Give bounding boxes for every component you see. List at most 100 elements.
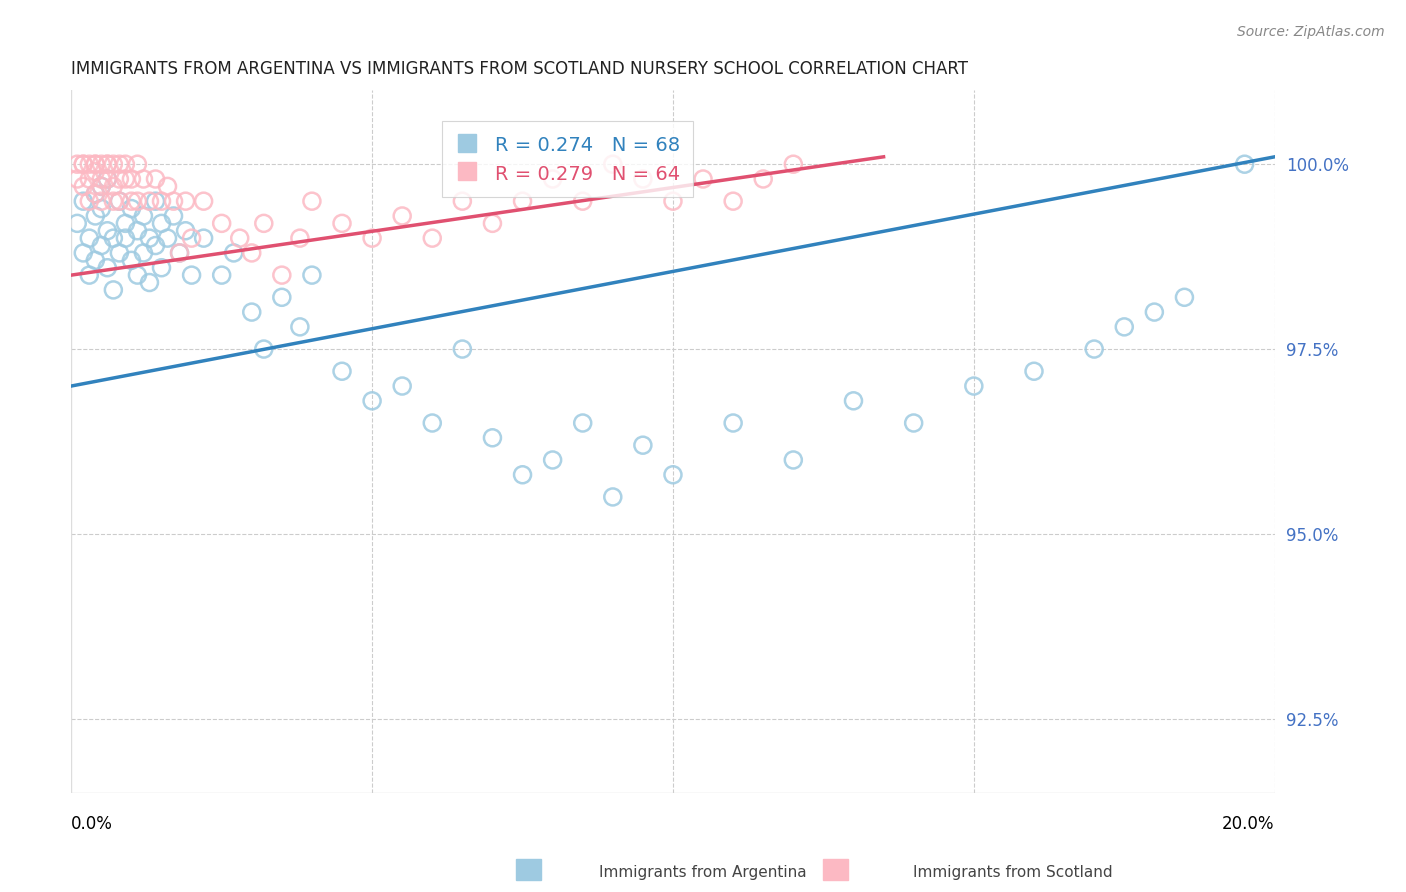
Point (150, 216, 173, 230)
Text: 0.0%: 0.0% (72, 815, 112, 833)
Point (127, 268, 149, 282)
Point (79, 194, 101, 209)
Text: IMMIGRANTS FROM ARGENTINA VS IMMIGRANTS FROM SCOTLAND NURSERY SCHOOL CORRELATION: IMMIGRANTS FROM ARGENTINA VS IMMIGRANTS … (72, 60, 969, 78)
Point (301, 194, 323, 209)
Point (132, 172, 155, 186)
Point (84, 209, 107, 223)
Point (84, 186, 107, 201)
Point (288, 319, 311, 334)
Point (138, 194, 160, 209)
Point (330, 364, 353, 378)
Point (120, 194, 142, 209)
Point (114, 231, 136, 245)
Text: Source: ZipAtlas.com: Source: ZipAtlas.com (1237, 25, 1385, 39)
Point (103, 179, 125, 194)
Point (132, 209, 155, 223)
Point (103, 231, 125, 245)
Point (84, 157, 107, 171)
Point (631, 438, 654, 452)
Point (72, 179, 94, 194)
Bar (823, 859, 848, 880)
Point (96, 157, 118, 171)
Point (1022, 364, 1045, 378)
Point (842, 393, 865, 408)
Point (108, 246, 131, 260)
Point (84, 157, 107, 171)
Point (229, 231, 252, 245)
Point (541, 453, 564, 467)
Point (222, 246, 245, 260)
Point (150, 194, 173, 209)
Point (90, 238, 112, 252)
Point (270, 268, 292, 282)
Point (96, 157, 118, 171)
Point (1173, 290, 1195, 304)
Point (602, 490, 624, 504)
Point (108, 157, 131, 171)
Point (127, 194, 149, 209)
Point (108, 194, 131, 209)
Point (108, 172, 131, 186)
Point (451, 194, 474, 209)
Text: 20.0%: 20.0% (1222, 815, 1275, 833)
Point (270, 290, 292, 304)
Point (662, 467, 685, 482)
Point (72, 157, 94, 171)
Point (1114, 319, 1136, 334)
Point (138, 231, 160, 245)
Point (90, 202, 112, 216)
Point (692, 172, 714, 186)
Point (571, 194, 593, 209)
Point (79, 172, 101, 186)
Point (169, 246, 191, 260)
Point (103, 157, 125, 171)
Point (90, 172, 112, 186)
Point (512, 467, 534, 482)
Point (782, 157, 804, 171)
Point (721, 194, 744, 209)
Point (79, 157, 101, 171)
Point (90, 179, 112, 194)
Point (481, 216, 503, 230)
Point (156, 231, 179, 245)
Point (72, 194, 94, 209)
Point (180, 268, 202, 282)
Point (66, 216, 89, 230)
Point (288, 231, 311, 245)
Point (571, 416, 593, 430)
Point (1143, 305, 1166, 319)
Legend: R = 0.274   N = 68, R = 0.279   N = 64: R = 0.274 N = 68, R = 0.279 N = 64 (441, 121, 693, 197)
Point (174, 194, 197, 209)
Point (481, 431, 503, 445)
Point (662, 194, 685, 209)
Point (301, 268, 323, 282)
Point (150, 260, 173, 275)
Point (420, 231, 443, 245)
Point (180, 231, 202, 245)
Point (96, 172, 118, 186)
Point (90, 179, 112, 194)
Point (391, 379, 413, 393)
Point (138, 276, 160, 290)
Point (162, 194, 184, 209)
Point (211, 216, 233, 230)
Point (512, 194, 534, 209)
Text: Immigrants from Scotland: Immigrants from Scotland (912, 865, 1112, 880)
Point (114, 172, 136, 186)
Point (108, 194, 131, 209)
Point (103, 283, 125, 297)
Point (72, 157, 94, 171)
Point (174, 224, 197, 238)
Point (120, 202, 142, 216)
Point (79, 231, 101, 245)
Point (782, 453, 804, 467)
Point (541, 172, 564, 186)
Point (114, 216, 136, 230)
Point (253, 342, 276, 356)
Point (451, 342, 474, 356)
Point (66, 172, 89, 186)
Point (193, 231, 215, 245)
Point (162, 209, 184, 223)
Point (193, 194, 215, 209)
Point (120, 172, 142, 186)
